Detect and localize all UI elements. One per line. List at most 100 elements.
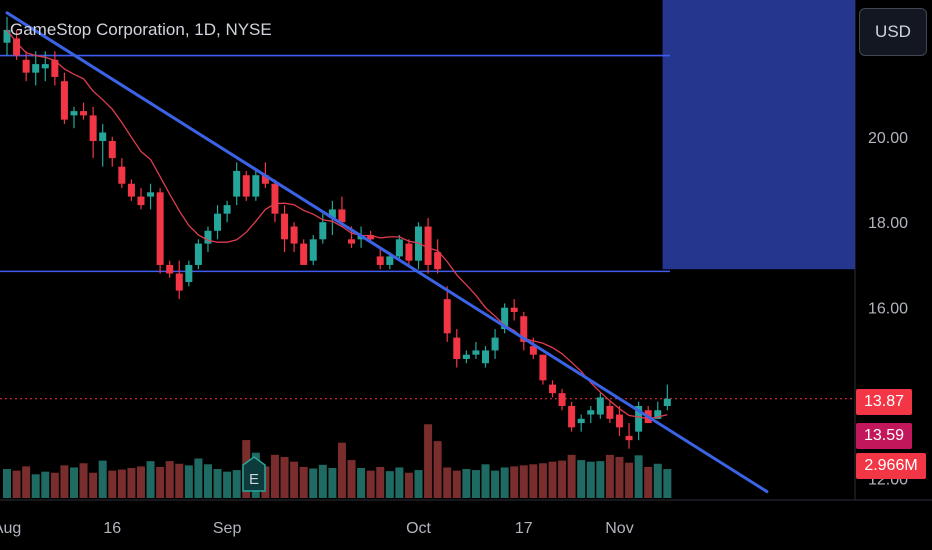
volume-bar xyxy=(280,456,289,498)
candle xyxy=(491,329,499,359)
candle xyxy=(300,239,308,265)
volume-bar xyxy=(98,460,107,498)
volume-bar xyxy=(69,467,78,498)
volume-bar xyxy=(146,461,155,498)
candle-body xyxy=(596,397,604,415)
candle xyxy=(376,247,384,270)
candle xyxy=(99,123,107,167)
candle-body xyxy=(501,307,509,330)
candle-body xyxy=(482,350,489,364)
volume-bar xyxy=(156,466,165,498)
volume-bar xyxy=(108,470,117,498)
candle-body xyxy=(424,226,432,265)
candle xyxy=(558,388,566,411)
candle xyxy=(108,136,116,167)
candle xyxy=(434,239,442,274)
candle-body xyxy=(367,235,375,240)
x-tick-label: 17 xyxy=(515,520,533,537)
earnings-marker[interactable]: E xyxy=(241,455,267,493)
volume-bar xyxy=(519,465,528,498)
volume-bar xyxy=(299,466,308,498)
volume-bar xyxy=(538,463,547,498)
volume-bar xyxy=(414,470,423,498)
volume-bar xyxy=(500,467,509,498)
candle-body xyxy=(405,243,413,261)
candle xyxy=(89,106,97,159)
candle-body xyxy=(348,239,356,244)
currency-button[interactable]: USD xyxy=(859,8,927,56)
volume-bar xyxy=(586,461,595,498)
candle-body xyxy=(252,175,260,197)
candle-body xyxy=(395,239,403,257)
candle xyxy=(587,405,595,424)
candle-body xyxy=(175,273,183,291)
candle xyxy=(137,188,145,210)
candle-body xyxy=(3,29,11,43)
y-tick-label: 16.00 xyxy=(868,301,908,318)
volume-bar xyxy=(184,465,193,498)
volume-bar xyxy=(50,472,59,498)
volume-bar xyxy=(22,466,31,498)
candle xyxy=(615,405,623,436)
volume-bar xyxy=(385,471,394,498)
moving-average-line xyxy=(6,29,668,420)
volume-bar xyxy=(89,472,98,498)
volume-bar xyxy=(3,469,11,498)
volume-bar xyxy=(337,442,346,498)
volume-bar xyxy=(232,470,241,498)
candle-body xyxy=(386,256,394,265)
candle xyxy=(338,196,346,227)
candle xyxy=(319,213,327,244)
candle-body xyxy=(635,405,643,432)
candle xyxy=(185,260,193,287)
candle xyxy=(415,222,423,270)
candle xyxy=(166,260,174,278)
candle-body xyxy=(41,64,49,69)
candle-body xyxy=(462,354,470,359)
volume-bar xyxy=(596,461,605,498)
candle xyxy=(405,239,413,265)
candle-body xyxy=(281,213,289,240)
volume-bar xyxy=(529,464,538,498)
candle xyxy=(233,162,241,206)
candle-body xyxy=(185,264,193,283)
candle-body xyxy=(587,410,595,415)
candle-body xyxy=(568,405,576,428)
volume-bar xyxy=(12,470,21,498)
chart-title: GameStop Corporation, 1D, NYSE xyxy=(10,20,272,39)
candle xyxy=(60,72,68,124)
volume-bar xyxy=(663,469,672,498)
candle xyxy=(663,384,671,411)
candle xyxy=(501,303,509,334)
volume-bar xyxy=(634,455,643,498)
volume-bar xyxy=(605,454,614,498)
candle xyxy=(309,235,317,265)
candle xyxy=(156,188,164,274)
volume-bar xyxy=(213,469,222,498)
volume-bar xyxy=(481,464,490,498)
volume-bar xyxy=(376,466,385,498)
candle-body xyxy=(491,337,499,351)
candle xyxy=(520,311,528,351)
candle xyxy=(462,350,470,364)
volume-bar xyxy=(127,467,136,498)
moving-average-label: 13.59 xyxy=(856,423,912,449)
candle-body xyxy=(548,384,556,394)
candle-body xyxy=(80,111,88,116)
candle xyxy=(41,51,49,82)
candle xyxy=(395,235,403,261)
volume-bar xyxy=(117,469,126,498)
candle-body xyxy=(615,414,623,428)
volume-bar xyxy=(471,470,480,498)
candle-body xyxy=(13,38,21,56)
candle-body xyxy=(214,213,222,231)
candle-body xyxy=(625,435,633,441)
candle xyxy=(635,401,643,441)
volume-bar xyxy=(31,474,40,498)
candle-body xyxy=(156,192,164,265)
candle xyxy=(548,380,556,398)
candle xyxy=(281,205,289,253)
candle-body xyxy=(242,175,250,197)
